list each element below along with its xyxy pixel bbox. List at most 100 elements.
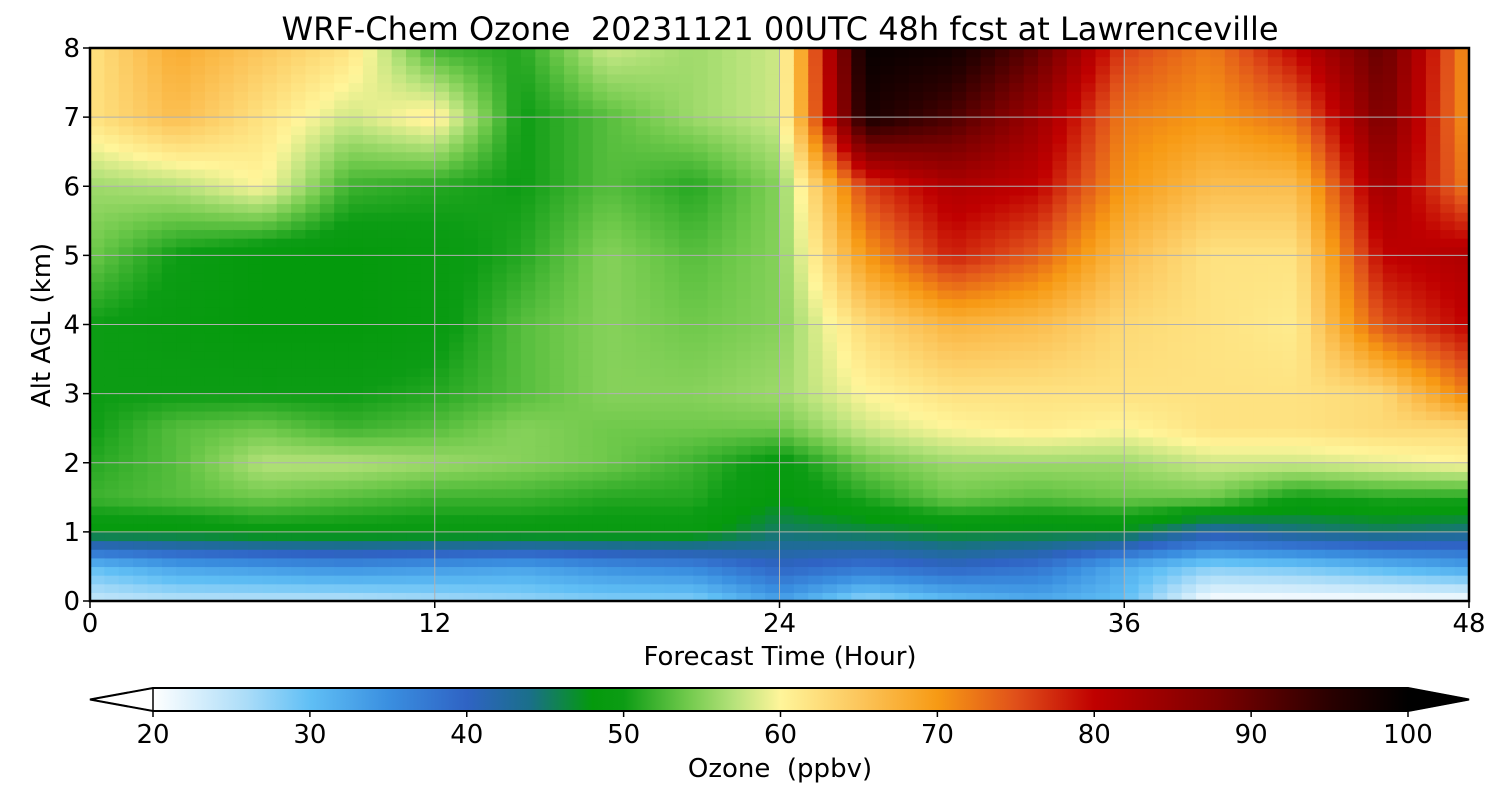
heatmap-cell bbox=[492, 281, 508, 291]
heatmap-cell bbox=[592, 246, 608, 256]
heatmap-cell bbox=[492, 246, 508, 256]
heatmap-cell bbox=[190, 177, 206, 187]
heatmap-cell bbox=[592, 341, 608, 352]
heatmap-cell bbox=[693, 307, 709, 317]
heatmap-cell bbox=[1009, 384, 1025, 395]
heatmap-cell bbox=[1138, 341, 1154, 352]
heatmap-cell bbox=[1009, 480, 1025, 490]
heatmap-cell bbox=[966, 488, 982, 498]
heatmap-cell bbox=[549, 246, 565, 256]
heatmap-cell bbox=[578, 514, 594, 524]
heatmap-cell bbox=[118, 557, 134, 568]
heatmap-cell bbox=[147, 315, 163, 326]
heatmap-cell bbox=[1167, 557, 1183, 568]
heatmap-cell bbox=[420, 168, 436, 179]
heatmap-cell bbox=[1066, 48, 1082, 58]
heatmap-cell bbox=[434, 264, 450, 274]
heatmap-cell bbox=[851, 531, 867, 542]
heatmap-cell bbox=[104, 480, 120, 490]
heatmap-cell bbox=[722, 592, 737, 601]
heatmap-cell bbox=[937, 350, 953, 360]
heatmap-cell bbox=[406, 454, 421, 464]
heatmap-cell bbox=[779, 523, 795, 533]
heatmap-cell bbox=[980, 523, 996, 533]
heatmap-cell bbox=[1167, 540, 1183, 550]
heatmap-cell bbox=[248, 186, 263, 196]
heatmap-cell bbox=[549, 307, 565, 317]
heatmap-cell bbox=[707, 436, 723, 447]
heatmap-cell bbox=[161, 48, 177, 58]
heatmap-cell bbox=[808, 255, 824, 265]
heatmap-cell bbox=[1124, 359, 1140, 369]
heatmap-cell bbox=[822, 246, 838, 256]
heatmap-cell bbox=[434, 65, 450, 75]
heatmap-cell bbox=[779, 445, 795, 455]
heatmap-cell bbox=[147, 238, 163, 248]
heatmap-cell bbox=[477, 480, 493, 490]
heatmap-cell bbox=[248, 65, 263, 75]
heatmap-cell bbox=[908, 592, 924, 601]
heatmap-cell bbox=[894, 462, 910, 472]
heatmap-cell bbox=[937, 177, 953, 187]
heatmap-cell bbox=[348, 281, 364, 291]
heatmap-cell bbox=[621, 168, 637, 179]
heatmap-cell bbox=[434, 255, 450, 265]
heatmap-cell bbox=[966, 341, 982, 352]
heatmap-cell bbox=[707, 99, 723, 110]
heatmap-cell bbox=[161, 220, 177, 231]
heatmap-cell bbox=[449, 376, 465, 386]
heatmap-cell bbox=[377, 462, 393, 472]
heatmap-cell bbox=[90, 557, 105, 568]
heatmap-cell bbox=[276, 445, 292, 455]
heatmap-cell bbox=[980, 125, 996, 136]
heatmap-cell bbox=[578, 272, 594, 282]
heatmap-cell bbox=[678, 255, 694, 265]
heatmap-cell bbox=[291, 583, 307, 593]
heatmap-cell bbox=[937, 160, 953, 170]
heatmap-cell bbox=[104, 91, 120, 101]
heatmap-cell bbox=[779, 376, 795, 386]
heatmap-cell bbox=[319, 350, 335, 360]
heatmap-cell bbox=[233, 108, 249, 118]
heatmap-cell bbox=[865, 99, 881, 110]
heatmap-cell bbox=[951, 410, 967, 421]
heatmap-cell bbox=[765, 454, 781, 464]
heatmap-cell bbox=[492, 402, 508, 412]
heatmap-cell bbox=[750, 419, 766, 429]
heatmap-cell bbox=[1181, 143, 1197, 153]
heatmap-cell bbox=[161, 238, 177, 248]
heatmap-cell bbox=[334, 99, 350, 110]
heatmap-cell bbox=[650, 272, 666, 282]
heatmap-cell bbox=[865, 549, 881, 559]
heatmap-cell bbox=[1023, 255, 1039, 265]
heatmap-cell bbox=[664, 575, 680, 585]
heatmap-cell bbox=[520, 168, 536, 179]
heatmap-cell bbox=[248, 454, 263, 464]
heatmap-cell bbox=[1109, 436, 1125, 447]
heatmap-cell bbox=[90, 125, 105, 136]
heatmap-cell bbox=[1181, 220, 1197, 231]
heatmap-cell bbox=[923, 384, 939, 395]
heatmap-cell bbox=[204, 350, 220, 360]
heatmap-cell bbox=[994, 186, 1010, 196]
heatmap-cell bbox=[233, 367, 249, 377]
heatmap-cell bbox=[219, 91, 235, 101]
heatmap-cell bbox=[434, 160, 450, 170]
heatmap-cell bbox=[808, 246, 824, 256]
heatmap-cell bbox=[176, 160, 192, 170]
heatmap-cell bbox=[951, 566, 967, 576]
heatmap-cell bbox=[449, 117, 465, 127]
heatmap-cell bbox=[104, 454, 120, 464]
heatmap-cell bbox=[1109, 497, 1125, 507]
heatmap-cell bbox=[549, 462, 565, 472]
heatmap-cell bbox=[865, 229, 881, 239]
heatmap-cell bbox=[1152, 419, 1168, 429]
heatmap-cell bbox=[880, 471, 896, 481]
heatmap-cell bbox=[736, 566, 752, 576]
heatmap-cell bbox=[1196, 592, 1212, 601]
heatmap-cell bbox=[822, 91, 838, 101]
heatmap-cell bbox=[147, 99, 163, 110]
heatmap-cell bbox=[635, 540, 651, 550]
heatmap-cell bbox=[880, 367, 896, 377]
heatmap-cell bbox=[477, 341, 493, 352]
